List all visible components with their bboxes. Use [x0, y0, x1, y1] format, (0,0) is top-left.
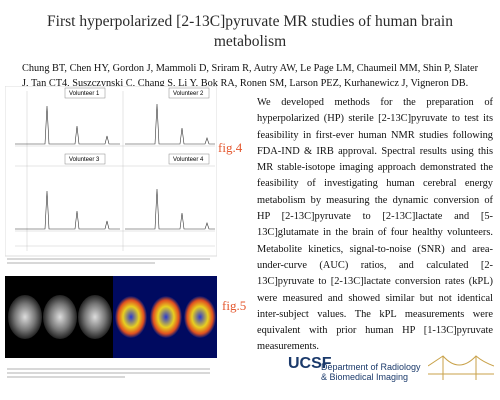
logo-name: UCSF	[288, 355, 332, 372]
spectra	[15, 103, 215, 230]
bridge-logo	[428, 355, 494, 380]
figure-label: fig.5	[222, 298, 247, 313]
label-box	[168, 87, 210, 99]
logo-department: Department of Radiology & Biomedical Ima…	[321, 362, 421, 382]
volunteer-labels: Volunteer 1 Volunteer 2 Volunteer 3 Volu…	[64, 87, 210, 165]
spectra-grid	[15, 91, 215, 251]
title: First hyperpolarized [2-13C]pyruvate MR …	[47, 13, 453, 50]
abstract: We developed methods for the preparation…	[257, 97, 493, 353]
panel-label: Volunteer 2	[173, 91, 204, 97]
label-box	[168, 153, 210, 165]
caption-lines	[7, 258, 210, 378]
label-box	[64, 87, 106, 99]
figures: Volunteer 1 Volunteer 2 Volunteer 3 Volu…	[5, 86, 217, 378]
figure-label: fig.4	[218, 140, 243, 155]
panel-label: Volunteer 4	[173, 157, 204, 163]
brain-images	[5, 276, 217, 358]
panel-label: Volunteer 1	[69, 91, 100, 97]
spectra-panel	[5, 86, 217, 257]
label-box	[64, 153, 106, 165]
authors: Chung BT, Chen HY, Gordon J, Mammoli D, …	[22, 63, 479, 89]
panel-label: Volunteer 3	[69, 157, 100, 163]
